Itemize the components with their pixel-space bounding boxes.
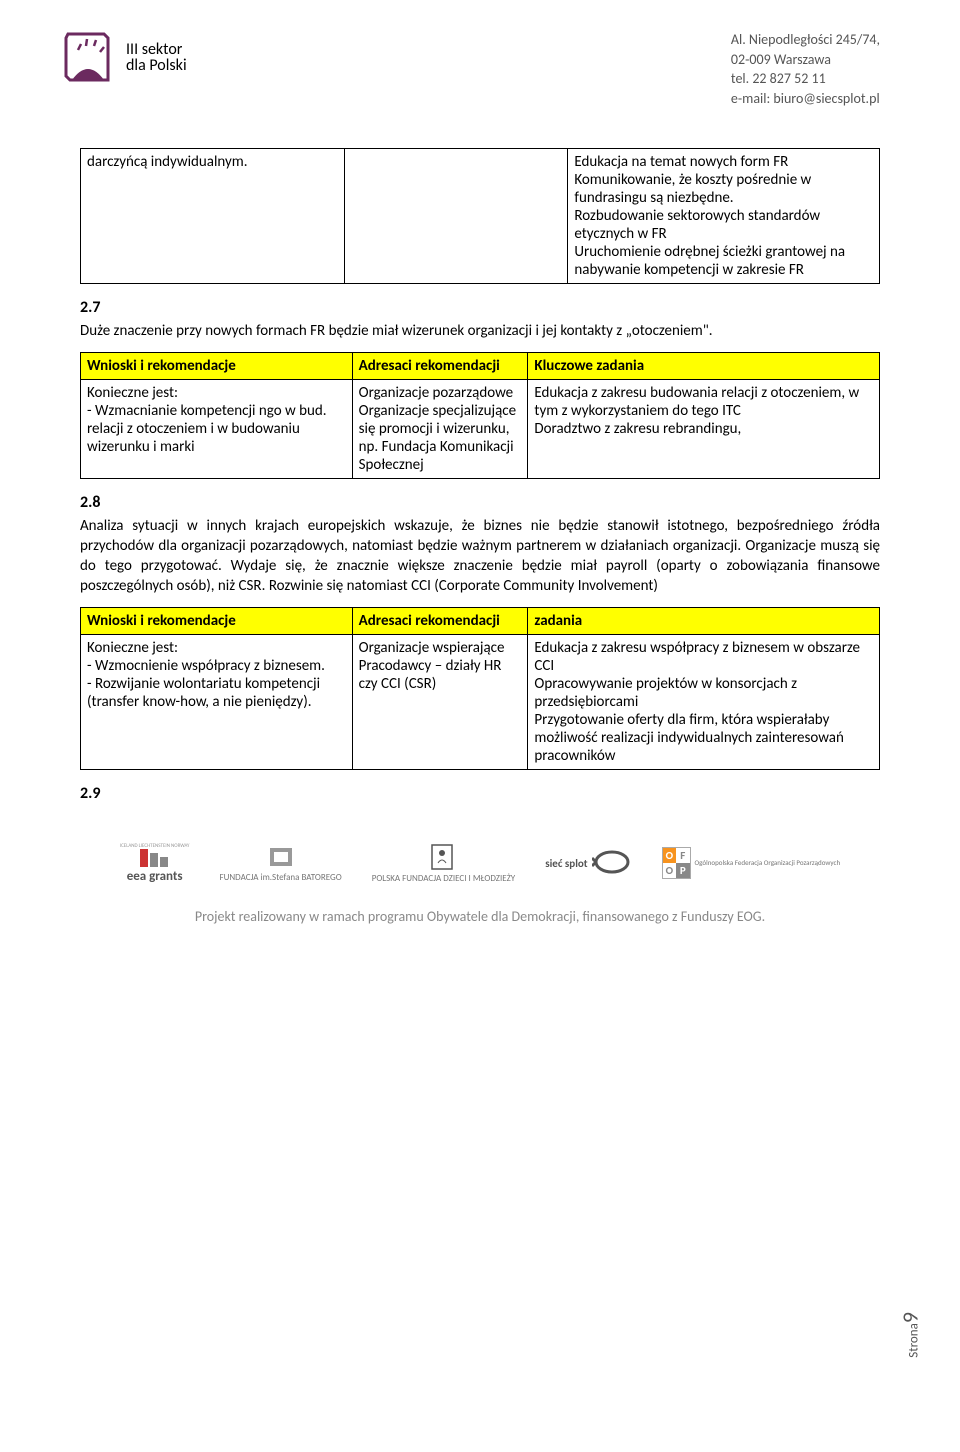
logo-line2: dla Polski	[126, 58, 187, 74]
cell-zadania: Edukacja z zakresu współpracy z biznesem…	[528, 634, 880, 769]
footer-logos-row: ICELAND LIECHTENSTEIN NORWAY eea grants …	[80, 833, 880, 894]
pfdim-logo: POLSKA FUNDACJA DZIECI I MŁODZIEŻY	[372, 843, 516, 884]
cell-wnioski: Konieczne jest: - Wzmocnienie współpracy…	[81, 634, 353, 769]
ofop-f: F	[676, 848, 689, 863]
main-logo: III sektor dla Polski	[60, 30, 187, 86]
ofop-box: O F O P	[662, 847, 691, 879]
pfdim-icon	[428, 843, 458, 871]
ofop-o1: O	[663, 848, 676, 863]
page-content: darczyńcą indywidualnym. Edukacja na tem…	[0, 108, 960, 964]
table-2-7: Wnioski i rekomendacje Adresaci rekomend…	[80, 352, 880, 479]
section-2-8-number: 2.8	[80, 493, 880, 512]
contact-address1: Al. Niepodległości 245/74,	[731, 30, 880, 50]
header-wnioski: Wnioski i rekomendacje	[81, 352, 353, 379]
ofop-p: P	[676, 863, 689, 878]
contact-phone: tel. 22 827 52 11	[731, 69, 880, 89]
header-zadania: Kluczowe zadania	[528, 352, 880, 379]
table-row: darczyńcą indywidualnym. Edukacja na tem…	[81, 149, 880, 284]
section-2-7-number: 2.7	[80, 298, 880, 317]
page-number: Strona9	[897, 1312, 924, 1358]
header-adresaci: Adresaci rekomendacji	[352, 607, 528, 634]
cell-zadania: Edukacja z zakresu budowania relacji z o…	[528, 379, 880, 478]
table-row: Konieczne jest: - Wzmacnianie kompetencj…	[81, 379, 880, 478]
section-2-8-text: Analiza sytuacji w innych krajach europe…	[80, 516, 880, 597]
ofop-label: Ogólnopolska Federacja Organizacji Pozar…	[695, 859, 841, 867]
header-wnioski: Wnioski i rekomendacje	[81, 607, 353, 634]
contact-email: e-mail: biuro@siecsplot.pl	[731, 89, 880, 109]
page-num: 9	[897, 1312, 924, 1323]
splot-text: sieć splot	[545, 857, 587, 870]
logo-text: III sektor dla Polski	[126, 42, 187, 74]
table-header-row: Wnioski i rekomendacje Adresaci rekomend…	[81, 352, 880, 379]
cell-wnioski: Konieczne jest: - Wzmacnianie kompetencj…	[81, 379, 353, 478]
section-2-7-text: Duże znaczenie przy nowych formach FR bę…	[80, 321, 880, 341]
page-label: Strona	[907, 1323, 922, 1358]
ofop-logo: O F O P Ogólnopolska Federacja Organizac…	[662, 847, 841, 879]
batory-logo: FUNDACJA im.Stefana BATOREGO	[219, 844, 341, 883]
page-header: III sektor dla Polski Al. Niepodległości…	[0, 0, 960, 108]
header-zadania: zadania	[528, 607, 880, 634]
sektor-logo-icon	[60, 30, 116, 86]
header-adresaci: Adresaci rekomendacji	[352, 352, 528, 379]
cell-zadania: Edukacja na temat nowych form FR Komunik…	[568, 149, 880, 284]
table-2-8: Wnioski i rekomendacje Adresaci rekomend…	[80, 607, 880, 770]
batory-icon	[268, 844, 294, 870]
table-prior-continuation: darczyńcą indywidualnym. Edukacja na tem…	[80, 148, 880, 284]
pfdim-label: POLSKA FUNDACJA DZIECI I MŁODZIEŻY	[372, 873, 516, 884]
table-header-row: Wnioski i rekomendacje Adresaci rekomend…	[81, 607, 880, 634]
footer-project-text: Projekt realizowany w ramach programu Ob…	[80, 908, 880, 945]
header-contact: Al. Niepodległości 245/74, 02-009 Warsza…	[731, 30, 880, 108]
ofop-o2: O	[663, 863, 676, 878]
cell-adresaci: Organizacje wspierające Pracodawcy – dzi…	[352, 634, 528, 769]
cell-adresaci: Organizacje pozarządowe Organizacje spec…	[352, 379, 528, 478]
cell-wnioski: darczyńcą indywidualnym.	[81, 149, 345, 284]
eea-label: eea grants	[127, 869, 183, 884]
splot-logo: sieć splot	[545, 848, 631, 878]
batory-label: FUNDACJA im.Stefana BATOREGO	[219, 872, 341, 883]
cell-adresaci-empty	[344, 149, 568, 284]
table-row: Konieczne jest: - Wzmocnienie współpracy…	[81, 634, 880, 769]
contact-address2: 02-009 Warszawa	[731, 50, 880, 70]
section-2-9-number: 2.9	[80, 784, 880, 803]
eea-grants-icon	[140, 849, 170, 867]
splot-icon	[592, 848, 632, 876]
eea-grants-logo: ICELAND LIECHTENSTEIN NORWAY eea grants	[120, 843, 190, 884]
